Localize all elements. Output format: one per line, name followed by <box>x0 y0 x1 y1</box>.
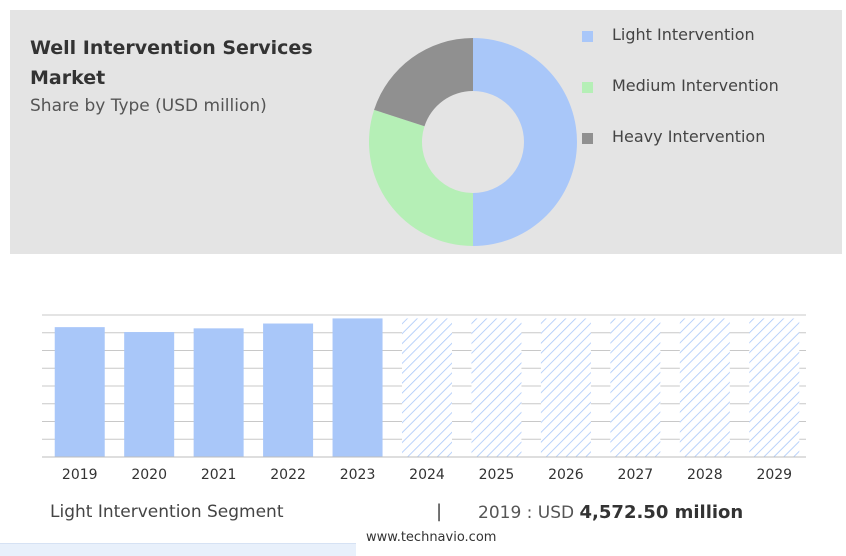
source-credit: www.technavio.com <box>366 530 497 545</box>
x-tick-label: 2026 <box>548 467 584 483</box>
chart-title: Well Intervention Services Market <box>30 37 313 89</box>
x-tick-label: 2021 <box>201 467 237 483</box>
donut-slice-light-intervention <box>473 38 577 246</box>
bottom-strip <box>0 543 356 556</box>
bar-2023 <box>332 318 383 457</box>
footer-separator: | <box>436 501 443 522</box>
x-tick-label: 2028 <box>687 467 723 483</box>
legend-item: Heavy Intervention <box>582 127 822 149</box>
x-tick-label: 2027 <box>618 467 654 483</box>
legend-item: Light Intervention <box>582 25 822 47</box>
bar-2022 <box>263 323 314 457</box>
segment-value-prefix: 2019 : USD <box>478 503 575 523</box>
x-tick-label: 2024 <box>409 467 445 483</box>
legend-swatch <box>582 31 593 42</box>
forecast-bar-2028 <box>679 318 730 457</box>
segment-value: 2019 : USD 4,572.50 million <box>478 502 743 523</box>
legend-label: Heavy Intervention <box>612 127 766 146</box>
legend-swatch <box>582 133 593 144</box>
forecast-bar-2024 <box>402 318 452 457</box>
x-tick-label: 2020 <box>131 467 167 483</box>
x-tick-label: 2023 <box>340 467 376 483</box>
bar-2019 <box>54 327 105 457</box>
donut-chart <box>369 38 577 246</box>
x-tick-label: 2022 <box>270 467 306 483</box>
forecast-bar-2026 <box>540 318 591 457</box>
bar-2021 <box>193 328 244 457</box>
legend-label: Medium Intervention <box>612 76 779 95</box>
legend-item: Medium Intervention <box>582 76 822 98</box>
bar-chart: 2019 2020 2021 2022 2023 2024 2025 2026 2027 2028… <box>42 314 806 483</box>
chart-subtitle: Share by Type (USD million) <box>30 96 267 116</box>
forecast-bar-2029 <box>749 318 800 457</box>
legend-swatch <box>582 82 593 93</box>
donut-slice-heavy-intervention <box>374 38 473 127</box>
x-tick-label: 2029 <box>756 467 792 483</box>
x-tick-label: 2019 <box>62 467 98 483</box>
forecast-bar-2027 <box>610 318 661 457</box>
x-tick-label: 2025 <box>479 467 515 483</box>
legend-label: Light Intervention <box>612 25 755 44</box>
forecast-bar-2025 <box>471 318 522 457</box>
bar-2020 <box>124 332 175 457</box>
segment-label: Light Intervention Segment <box>50 502 284 522</box>
segment-value-amount: 4,572.50 million <box>579 502 744 523</box>
donut-slice-medium-intervention <box>369 109 473 246</box>
